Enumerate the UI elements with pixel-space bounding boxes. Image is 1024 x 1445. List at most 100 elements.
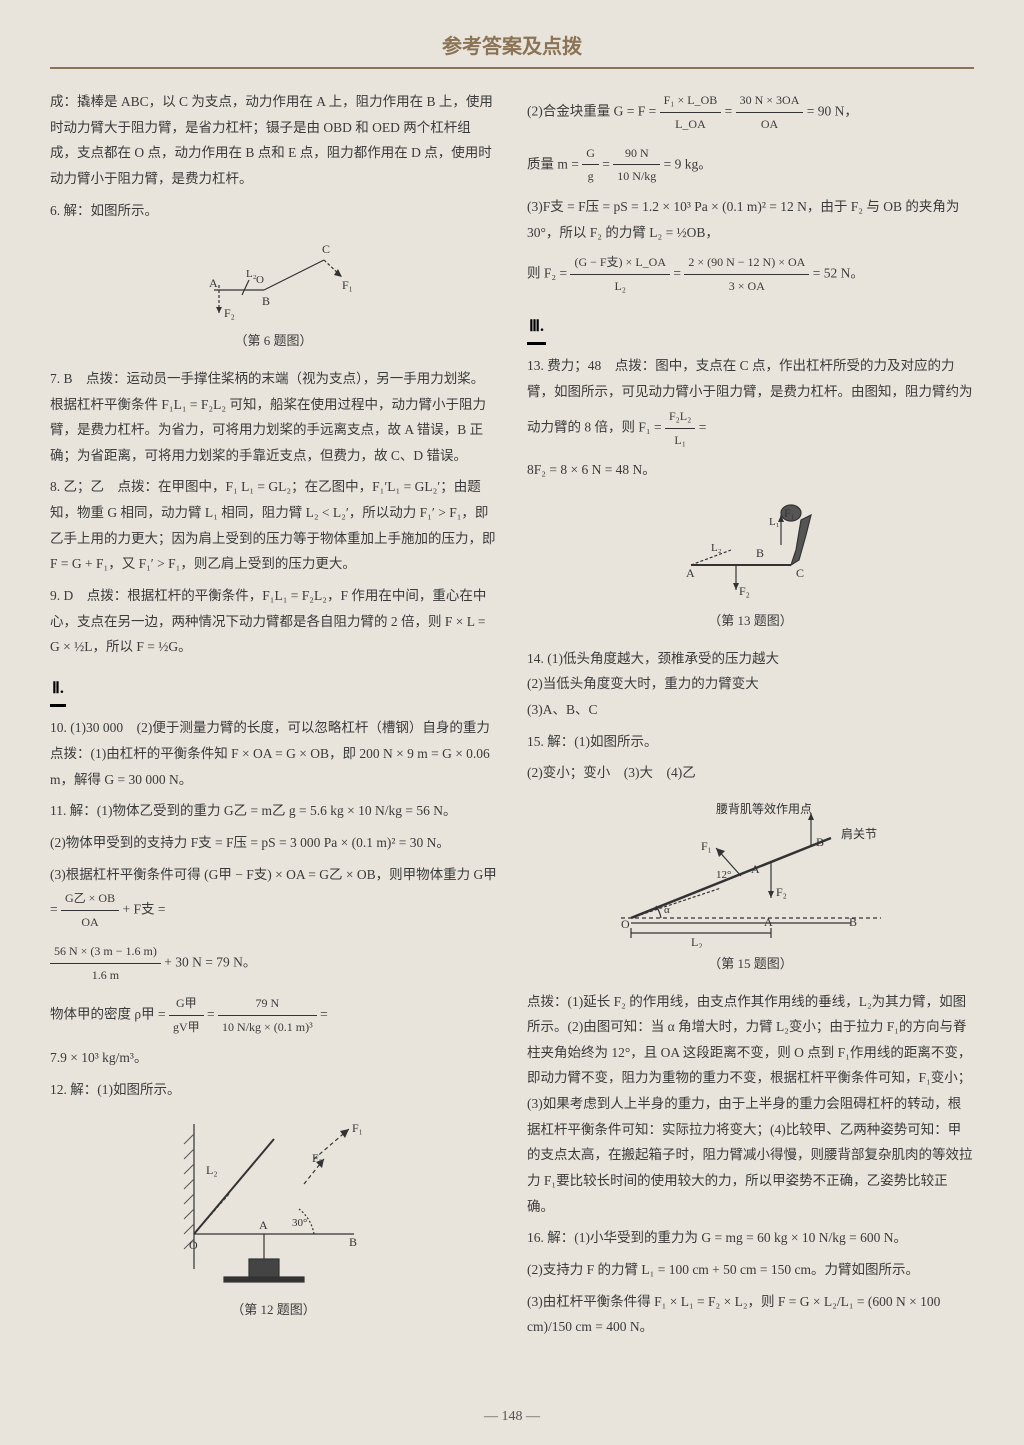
q12c-lead: 质量 m = <box>527 156 582 171</box>
q13b: 8F₂ = 8 × 6 N = 48 N。 <box>527 457 974 483</box>
svg-text:F₁: F₁ <box>342 278 353 292</box>
q5-continuation: 成：撬棒是 ABC，以 C 为支点，动力作用在 A 上，阻力作用在 B 上，使用… <box>50 89 497 192</box>
fig13-caption: （第 13 题图） <box>527 609 974 634</box>
q12: 12. 解：(1)如图所示。 <box>50 1077 497 1103</box>
q12e-f1n: (G − F支) × L_OA <box>570 251 670 275</box>
svg-text:30°: 30° <box>292 1217 307 1229</box>
q12e-frac2: 2 × (90 N − 12 N) × OA 3 × OA <box>684 251 809 298</box>
svg-text:B: B <box>262 294 270 308</box>
q11c: (3)根据杠杆平衡条件可得 (G甲 − F支) × OA = G乙 × OB，则… <box>50 862 497 934</box>
q13a: 13. 费力；48 点拨：图中，支点在 C 点，作出杠杆所受的力及对应的力臂，如… <box>527 353 974 451</box>
q11d-tail: + 30 N = 79 N。 <box>164 954 256 969</box>
svg-text:F₂: F₂ <box>739 584 750 598</box>
figure-15: 腰背肌等效作用点 肩关节 F₁ F₂ B A 12° α O A B L₂ （第… <box>527 798 974 977</box>
q12d: (3)F支 = F压 = pS = 1.2 × 10³ Pa × (0.1 m)… <box>527 194 974 245</box>
q12c-frac2: 90 N 10 N/kg <box>613 142 660 189</box>
q12e-tail: = 52 N。 <box>813 266 864 281</box>
svg-text:O: O <box>256 274 264 286</box>
q11e-lead: 物体甲的密度 ρ甲 = <box>50 1007 169 1022</box>
svg-text:A: A <box>209 276 218 290</box>
fig6-svg: A B L₂ O C F₁ F₂ <box>194 235 354 325</box>
page-title: 参考答案及点拨 <box>50 30 974 69</box>
q12b-f1n: F₁ × L_OB <box>660 89 722 113</box>
q16a: 16. 解：(1)小华受到的重力为 G = mg = 60 kg × 10 N/… <box>527 1225 974 1251</box>
q13a-fd: L₁ <box>665 429 695 452</box>
q11e-frac2: 79 N 10 N/kg × (0.1 m)³ <box>218 992 317 1039</box>
q11c-frac1-num: G乙 × OB <box>61 887 119 911</box>
q12b-tail: = 90 N， <box>807 103 858 118</box>
q11d-den: 1.6 m <box>50 964 161 987</box>
q11b: (2)物体甲受到的支持力 F支 = F压 = pS = 3 000 Pa × (… <box>50 830 497 856</box>
q8: 8. 乙；乙 点拨：在甲图中，F₁ L₁ = GL₂；在乙图中，F₁′L₁ = … <box>50 474 497 577</box>
svg-text:B: B <box>349 1235 357 1249</box>
fig12-caption: （第 12 题图） <box>50 1298 497 1323</box>
fig15-svg: 腰背肌等效作用点 肩关节 F₁ F₂ B A 12° α O A B L₂ <box>601 798 901 948</box>
q11e-f1d: gV甲 <box>169 1016 204 1039</box>
q13a-text: 13. 费力；48 点拨：图中，支点在 C 点，作出杠杆所受的力及对应的力臂，如… <box>527 358 973 434</box>
q12c-mid: = <box>602 156 613 171</box>
svg-text:F₂: F₂ <box>312 1151 323 1165</box>
q12c-f2d: 10 N/kg <box>613 165 660 188</box>
q11e-f2d: 10 N/kg × (0.1 m)³ <box>218 1016 317 1039</box>
q12c-f1n: G <box>582 142 599 166</box>
q11e-tail: = <box>320 1007 328 1022</box>
q7: 7. B 点拨：运动员一手撑住桨柄的末端（视为支点），另一手用力划桨。根据杠杆平… <box>50 366 497 469</box>
q12e-mid: = <box>673 266 684 281</box>
fig15-caption: （第 15 题图） <box>527 952 974 977</box>
right-column: (2)合金块重量 G = F = F₁ × L_OB L_OA = 30 N ×… <box>527 89 974 1346</box>
q11f: 7.9 × 10³ kg/m³。 <box>50 1045 497 1071</box>
q11e-mid: = <box>207 1007 218 1022</box>
q15b: (2)变小；变小 (3)大 (4)乙 <box>527 760 974 786</box>
q11e: 物体甲的密度 ρ甲 = G甲 gV甲 = 79 N 10 N/kg × (0.1… <box>50 992 497 1039</box>
svg-text:L₂: L₂ <box>711 542 722 554</box>
fig6-caption: （第 6 题图） <box>50 329 497 354</box>
svg-text:B: B <box>816 835 824 849</box>
q12b-f1d: L_OA <box>660 113 722 136</box>
q11d-num: 56 N × (3 m − 1.6 m) <box>50 940 161 964</box>
q12c-f2n: 90 N <box>613 142 660 166</box>
q13a-fn: F₂L₂ <box>665 405 695 429</box>
svg-text:B: B <box>849 915 857 929</box>
svg-text:F₁: F₁ <box>701 839 712 853</box>
q11c-frac1: G乙 × OB OA <box>61 887 119 934</box>
q15a: 15. 解：(1)如图所示。 <box>527 729 974 755</box>
svg-text:A: A <box>751 862 760 876</box>
q12b: (2)合金块重量 G = F = F₁ × L_OB L_OA = 30 N ×… <box>527 89 974 136</box>
q12b-frac2: 30 N × 3OA OA <box>736 89 804 136</box>
svg-text:F₂: F₂ <box>776 885 787 899</box>
svg-text:F₁: F₁ <box>784 506 795 520</box>
q12e-f2n: 2 × (90 N − 12 N) × OA <box>684 251 809 275</box>
svg-text:12°: 12° <box>716 869 731 881</box>
q11e-f1n: G甲 <box>169 992 204 1016</box>
svg-text:L₁: L₁ <box>769 516 780 528</box>
q11c-frac1-den: OA <box>61 911 119 934</box>
q13a-frac: F₂L₂ L₁ <box>665 405 695 452</box>
q16c: (3)由杠杆平衡条件得 F₁ × L₁ = F₂ × L₂，则 F = G × … <box>527 1289 974 1340</box>
fig13-svg: A L₂ B L₁ F₁ C F₂ <box>661 495 841 605</box>
q12e-frac1: (G − F支) × L_OA L₂ <box>570 251 670 298</box>
svg-text:O: O <box>189 1238 198 1252</box>
page-number: — 148 — <box>484 1409 540 1425</box>
q12e-lead: 则 F₂ = <box>527 266 570 281</box>
q12b-frac1: F₁ × L_OB L_OA <box>660 89 722 136</box>
figure-6: A B L₂ O C F₁ F₂ （第 6 题图） <box>50 235 497 354</box>
svg-text:C: C <box>322 242 330 256</box>
content-columns: 成：撬棒是 ABC，以 C 为支点，动力作用在 A 上，阻力作用在 B 上，使用… <box>50 89 974 1346</box>
q10: 10. (1)30 000 (2)便于测量力臂的长度，可以忽略杠杆（槽钢）自身的… <box>50 715 497 792</box>
q9: 9. D 点拨：根据杠杆的平衡条件，F₁L₁ = F₂L₂，F 作用在中间，重心… <box>50 583 497 660</box>
q12e: 则 F₂ = (G − F支) × L_OA L₂ = 2 × (90 N − … <box>527 251 974 298</box>
q11d: 56 N × (3 m − 1.6 m) 1.6 m + 30 N = 79 N… <box>50 940 497 987</box>
q14: 14. (1)低头角度越大，颈椎承受的压力越大 (2)当低头角度变大时，重力的力… <box>527 646 974 723</box>
q11e-frac1: G甲 gV甲 <box>169 992 204 1039</box>
q12e-f1d: L₂ <box>570 275 670 298</box>
svg-text:L₂: L₂ <box>206 1163 218 1177</box>
fig12-svg: L₂ F₁ F₂ A 30° O B <box>164 1114 384 1294</box>
q12b-f2d: OA <box>736 113 804 136</box>
svg-text:O: O <box>621 917 630 931</box>
svg-text:α: α <box>664 904 670 916</box>
q11d-frac: 56 N × (3 m − 1.6 m) 1.6 m <box>50 940 161 987</box>
q13a-tail: = <box>699 419 707 434</box>
q12c: 质量 m = G g = 90 N 10 N/kg = 9 kg。 <box>527 142 974 189</box>
left-column: 成：撬棒是 ABC，以 C 为支点，动力作用在 A 上，阻力作用在 B 上，使用… <box>50 89 497 1346</box>
section-2-marker: Ⅱ. <box>50 674 66 707</box>
